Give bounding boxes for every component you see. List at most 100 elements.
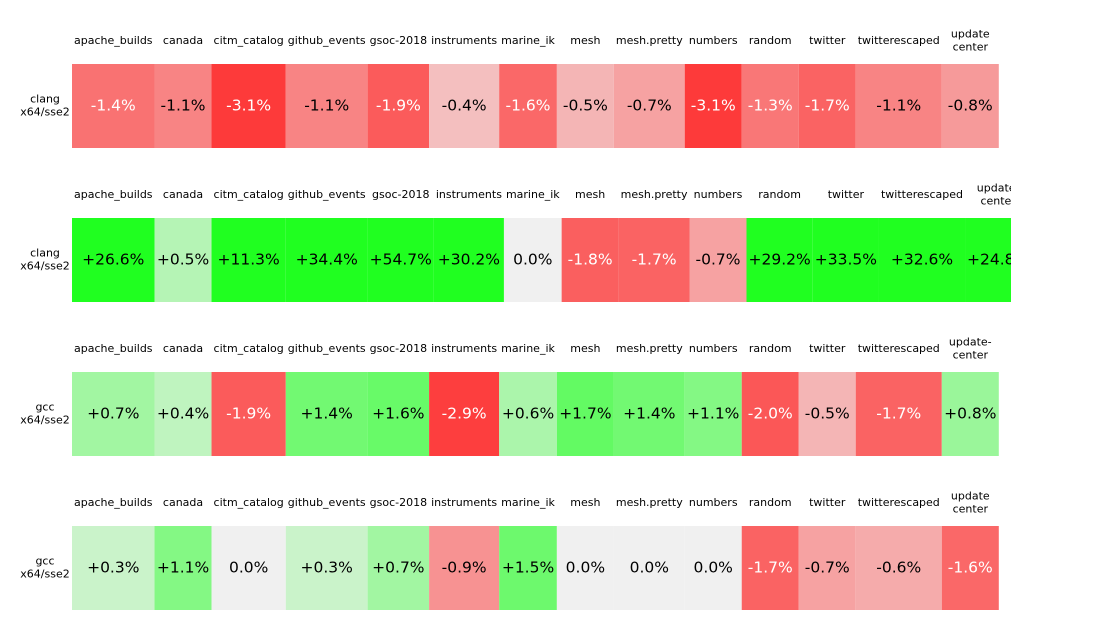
- cell: [965, 218, 1011, 302]
- row-label: gcc x64/sse2: [20, 555, 69, 581]
- value-label: -2.0%: [748, 405, 793, 423]
- value-label: -0.7%: [805, 559, 850, 577]
- column-label: numbers: [689, 342, 738, 355]
- cell: [211, 526, 286, 610]
- value-label: -1.1%: [161, 97, 206, 115]
- value-label: 0.0%: [694, 559, 733, 577]
- value-label: +33.5%: [815, 251, 877, 269]
- cell: [746, 218, 813, 302]
- column-label: marine_ik: [501, 34, 555, 47]
- column-label: canada: [163, 188, 203, 201]
- cell: [684, 64, 742, 148]
- value-label: +1.4%: [623, 405, 675, 423]
- column-label: apache_builds: [74, 496, 153, 509]
- value-label: -1.7%: [876, 405, 921, 423]
- cell: [741, 372, 799, 456]
- cell: [798, 526, 856, 610]
- column-label: mesh.pretty: [616, 34, 683, 47]
- value-label: -0.5%: [805, 405, 850, 423]
- cell: [878, 218, 966, 302]
- value-label: +32.6%: [891, 251, 953, 269]
- column-label: update-center: [949, 336, 992, 362]
- value-label: +0.6%: [502, 405, 554, 423]
- value-label: -0.7%: [696, 251, 741, 269]
- column-label: citm_catalog: [214, 188, 284, 201]
- column-label: github_events: [288, 496, 366, 509]
- cell: [684, 526, 742, 610]
- column-label: mesh.pretty: [616, 496, 683, 509]
- value-label: -1.3%: [748, 97, 793, 115]
- column-label: twitterescaped: [858, 34, 940, 47]
- value-label: -0.9%: [442, 559, 487, 577]
- cell: [613, 372, 685, 456]
- value-label: -0.6%: [876, 559, 921, 577]
- value-label: +0.7%: [87, 405, 139, 423]
- cell: [684, 372, 742, 456]
- value-label: -1.9%: [226, 405, 271, 423]
- column-label: instruments: [431, 34, 497, 47]
- column-label: numbers: [694, 188, 743, 201]
- column-label: twitterescaped: [858, 496, 940, 509]
- cell: [285, 64, 368, 148]
- value-label: +26.6%: [82, 251, 144, 269]
- column-label: random: [758, 188, 801, 201]
- column-label: marine_ik: [506, 188, 560, 201]
- column-label: random: [749, 496, 792, 509]
- cell: [798, 64, 856, 148]
- cell: [154, 64, 212, 148]
- column-label: mesh: [570, 342, 600, 355]
- column-label: github_events: [288, 188, 366, 201]
- cell: [367, 526, 430, 610]
- value-label: +1.1%: [157, 559, 209, 577]
- column-label: twitter: [828, 188, 865, 201]
- value-label: +1.7%: [559, 405, 611, 423]
- column-label: gsoc-2018: [372, 188, 429, 201]
- cell: [741, 526, 799, 610]
- cell: [154, 218, 212, 302]
- value-label: +29.2%: [749, 251, 811, 269]
- cell: [556, 372, 614, 456]
- cell: [285, 526, 368, 610]
- cell: [561, 218, 619, 302]
- cell: [429, 64, 500, 148]
- column-label: update center: [951, 28, 990, 54]
- cell: [154, 526, 212, 610]
- column-label: numbers: [689, 34, 738, 47]
- cell: [855, 526, 942, 610]
- value-label: +30.2%: [438, 251, 500, 269]
- value-label: +0.8%: [944, 405, 996, 423]
- column-label: gsoc-2018: [370, 34, 427, 47]
- value-label: -0.8%: [948, 97, 993, 115]
- column-label: mesh: [570, 34, 600, 47]
- column-label: canada: [163, 496, 203, 509]
- cell: [72, 372, 155, 456]
- value-label: +34.4%: [296, 251, 358, 269]
- value-label: -1.8%: [568, 251, 613, 269]
- column-label: apache_builds: [74, 342, 153, 355]
- cell: [211, 372, 286, 456]
- value-label: +1.1%: [687, 405, 739, 423]
- cell: [941, 526, 999, 610]
- value-label: +1.5%: [502, 559, 554, 577]
- column-label: numbers: [689, 496, 738, 509]
- column-label: random: [749, 342, 792, 355]
- column-label: marine_ik: [501, 496, 555, 509]
- column-label: canada: [163, 34, 203, 47]
- cell: [211, 64, 286, 148]
- row-label: gcc x64/sse2: [20, 401, 69, 427]
- column-label: marine_ik: [501, 342, 555, 355]
- value-label: +0.7%: [372, 559, 424, 577]
- value-label: -0.5%: [563, 97, 608, 115]
- value-label: +0.4%: [157, 405, 209, 423]
- value-label: +0.5%: [157, 251, 209, 269]
- value-label: -3.1%: [226, 97, 271, 115]
- column-label: instruments: [431, 496, 497, 509]
- column-label: mesh: [570, 496, 600, 509]
- cell: [812, 218, 879, 302]
- column-label: twitterescaped: [881, 188, 963, 201]
- value-label: +11.3%: [218, 251, 280, 269]
- cell: [367, 218, 434, 302]
- cell: [798, 372, 856, 456]
- column-label: gsoc-2018: [370, 496, 427, 509]
- cell: [72, 64, 155, 148]
